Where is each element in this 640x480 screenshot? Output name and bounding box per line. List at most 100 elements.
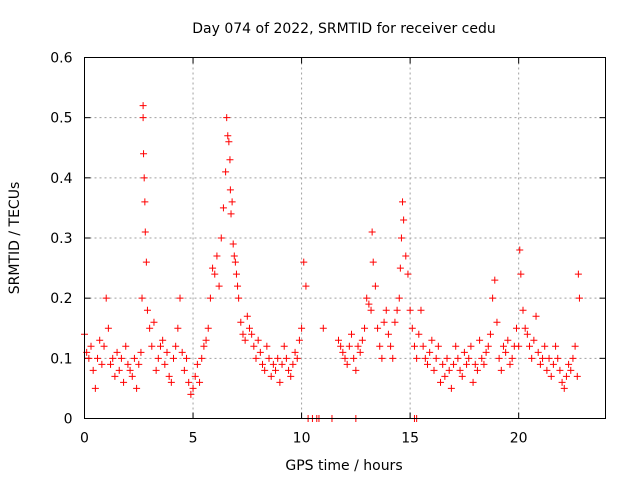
data-point [94,354,102,362]
data-point [104,324,112,332]
y-tick-label: 0.6 [50,51,72,67]
x-tick-label: 10 [293,431,311,447]
chart-title: Day 074 of 2022, SRMTID for receiver ced… [192,21,495,37]
data-point [138,294,146,302]
data-point [183,354,191,362]
data-point [450,360,458,368]
data-point [460,348,468,356]
data-point [445,366,453,374]
data-point [508,354,516,362]
data-point [543,366,551,374]
data-point [226,156,234,164]
data-point [467,342,475,350]
data-point [250,342,258,350]
data-point [256,348,264,356]
data-point [486,330,494,338]
y-tick-label: 0.4 [50,171,72,187]
data-point [515,342,523,350]
data-point [574,270,582,278]
data-point [437,378,445,386]
data-point [417,306,425,314]
data-point [504,336,512,344]
data-point [141,228,149,236]
data-point [556,366,564,374]
data-point [365,300,373,308]
data-point [167,378,175,386]
data-point [478,354,486,362]
y-tick-label: 0.3 [50,231,72,247]
data-point [469,378,477,386]
data-point [396,264,404,272]
data-point [128,372,136,380]
data-point [345,342,353,350]
data-point [502,348,510,356]
data-point [267,372,275,380]
data-point [545,354,553,362]
data-point [521,324,529,332]
data-point [408,324,416,332]
data-point [272,366,280,374]
data-point [202,336,210,344]
data-point [237,318,245,326]
data-point [354,342,362,350]
data-point [473,366,481,374]
data-point [196,378,204,386]
data-point [152,366,160,374]
x-tick-label: 0 [80,431,89,447]
data-point [180,366,188,374]
data-point [120,378,128,386]
data-point [176,294,184,302]
data-point [361,324,369,332]
data-point [432,354,440,362]
data-point [368,228,376,236]
data-point [458,372,466,380]
data-point [278,360,286,368]
plot-frame [84,57,606,419]
data-point [141,198,149,206]
data-point [456,366,464,374]
data-point [245,324,253,332]
data-point [343,360,351,368]
data-point [204,324,212,332]
data-point [148,342,156,350]
data-point [419,342,427,350]
data-point [493,318,501,326]
data-point [223,114,231,122]
data-point [285,366,293,374]
data-point [371,282,379,290]
data-point [226,186,234,194]
data-point [565,360,573,368]
data-point [356,348,364,356]
data-point [276,378,284,386]
data-point [384,330,392,338]
data-point [465,354,473,362]
data-point [350,354,358,362]
data-point [234,282,242,290]
data-point [512,324,520,332]
data-point [161,360,169,368]
x-axis-label: GPS time / hours [285,458,402,474]
data-point [489,294,497,302]
data-point [369,258,377,266]
data-point [193,360,201,368]
data-point [447,384,455,392]
y-axis-label: SRMTID / TECUs [7,182,23,295]
data-point [523,330,531,338]
data-point [430,366,438,374]
data-point [395,294,403,302]
data-point [560,384,568,392]
data-point [189,384,197,392]
data-point [337,342,345,350]
data-point [506,360,514,368]
data-point [382,306,390,314]
data-point [552,342,560,350]
data-point [130,354,138,362]
data-point [519,306,527,314]
data-point [115,366,123,374]
data-point [172,342,180,350]
data-point [146,324,154,332]
data-point [122,342,130,350]
data-point [348,330,356,338]
data-point [282,354,290,362]
